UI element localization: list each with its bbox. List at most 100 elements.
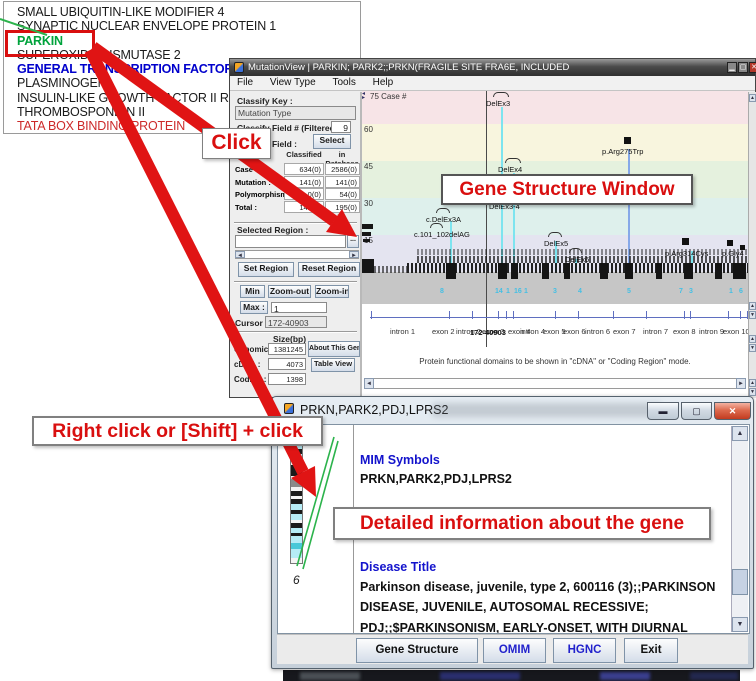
plot-cursor-line: [486, 91, 487, 347]
omim-button[interactable]: OMIM: [483, 638, 546, 663]
gene-list-item[interactable]: PARKIN: [17, 33, 63, 48]
scroll-left-icon[interactable]: ◄: [235, 251, 245, 259]
mutationview-window: MutationView | PARKIN; PARK2;;PRKN(FRAGI…: [229, 58, 756, 398]
detail-scrollbar[interactable]: ▲ ▼: [731, 426, 748, 632]
exit-button[interactable]: Exit: [624, 638, 678, 663]
ruler-label: intron 4: [520, 327, 546, 336]
menu-help[interactable]: Help: [372, 77, 394, 88]
min-button[interactable]: Min: [240, 285, 265, 298]
scroll-right-icon[interactable]: ►: [349, 251, 359, 259]
stats-row-label: Case :: [235, 165, 258, 174]
exon-box: [625, 263, 633, 279]
chromosome-ideogram[interactable]: [290, 438, 303, 564]
max-button[interactable]: Max :: [240, 301, 268, 314]
ruler-label: exon 5: [543, 327, 566, 336]
region-browse-button[interactable]: ...: [347, 235, 359, 248]
detail-button-bar: Gene Structure OMIM HGNC Exit: [277, 634, 748, 664]
exon-box: [684, 263, 693, 279]
gene-structure-button[interactable]: Gene Structure: [356, 638, 478, 663]
scroll-down-icon[interactable]: ▼: [749, 344, 756, 352]
ruler-label: exon 3: [482, 327, 505, 336]
mutation-label-cluster: [417, 256, 748, 263]
close-icon[interactable]: ✕: [749, 62, 756, 73]
scroll-left-icon[interactable]: ◄: [364, 378, 374, 389]
gene-structure-plot[interactable]: 75 Case # ◂▸ 60453015 DelEx3DelEx4p.Arg2…: [362, 91, 748, 398]
clipped-label-mark: [363, 239, 370, 242]
mutation-label: p.Arg314Cys: [665, 249, 709, 258]
deletion-bracket-icon: [548, 232, 562, 237]
table-view-button[interactable]: Table View: [311, 358, 355, 372]
ruler-tick: [498, 311, 499, 319]
reset-region-button[interactable]: Reset Region: [298, 262, 360, 277]
scroll-up-icon[interactable]: ▲: [749, 379, 756, 387]
mutationview-title-bar[interactable]: MutationView | PARKIN; PARK2;;PRKN(FRAGI…: [230, 59, 755, 76]
ruler-label: intron 6: [585, 327, 611, 336]
ruler-tick: [472, 311, 473, 319]
exon-count-label: 1: [524, 288, 528, 295]
gene-list-item[interactable]: SYNAPTIC NUCLEAR ENVELOPE PROTEIN 1: [17, 19, 277, 34]
ideogram-band: [291, 558, 302, 563]
minimize-icon[interactable]: ▁: [727, 62, 737, 73]
minimize-icon[interactable]: ▬: [647, 402, 679, 420]
exon-count-label: 5: [627, 288, 631, 295]
plot-horizontal-scrollbar[interactable]: ◄ ►: [364, 378, 746, 389]
scroll-up-icon[interactable]: ▲: [732, 426, 748, 441]
menu-file[interactable]: File: [237, 77, 254, 88]
selected-region-input[interactable]: [235, 235, 346, 248]
plot-band: [362, 91, 748, 124]
zoom-in-button[interactable]: Zoom-in: [315, 285, 349, 298]
about-this-gene-button[interactable]: About This Gene: [308, 341, 360, 357]
detail-window-title: PRKN,PARK2,PDJ,LPRS2: [300, 403, 449, 417]
exon-box: [511, 263, 518, 279]
set-region-button[interactable]: Set Region: [238, 262, 294, 277]
classify-key-field[interactable]: Mutation Type: [235, 106, 356, 120]
mutation-line: [628, 149, 630, 272]
table-row: Mutation : 141(0) 141(0): [234, 175, 360, 188]
cdna-label: cDNA :: [234, 360, 261, 369]
hgnc-button[interactable]: HGNC: [553, 638, 616, 663]
ruler-tick: [646, 311, 647, 319]
scroll-up-icon[interactable]: ▲: [749, 94, 756, 102]
gene-list-item[interactable]: SMALL UBIQUITIN-LIKE MODIFIER 4: [17, 5, 225, 19]
scroll-right-icon[interactable]: ►: [736, 378, 746, 389]
plot-vertical-scrollbar[interactable]: ▲ ▲ ▼ ▲ ▼ ▲ ▼: [748, 92, 756, 398]
region-scrollbar[interactable]: ◄ ►: [235, 250, 359, 259]
scroll-down-icon[interactable]: ▼: [749, 388, 756, 396]
scroll-up-icon[interactable]: ▲: [749, 302, 756, 310]
scroll-down-icon[interactable]: ▼: [749, 311, 756, 319]
mutation-label: c.101_102delAG: [414, 230, 470, 239]
cursor-position-text: 172-40903: [470, 328, 506, 337]
zoom-out-button[interactable]: Zoom-out: [268, 285, 311, 298]
taskbar-item: [690, 672, 738, 680]
select-button[interactable]: Select: [313, 134, 351, 149]
mutation-label: DelEx3: [486, 99, 511, 108]
stats-classified-cell: 141(0): [284, 175, 324, 188]
gene-structure-window-callout: Gene Structure Window: [441, 174, 693, 205]
cursor-value: 172-40903: [265, 316, 327, 328]
pane-split-icon[interactable]: ◂ ▸: [362, 91, 366, 101]
table-row: Polymorphism :0(0) 54(0): [234, 188, 360, 200]
parkin-highlight-box: [5, 30, 95, 57]
disease-line: PDJ;;$PARKINSONISM, EARLY-ONSET, WITH DI…: [360, 621, 688, 633]
maximize-icon[interactable]: ▢: [738, 62, 748, 73]
max-input[interactable]: 1: [271, 302, 327, 313]
close-icon[interactable]: ✕: [714, 402, 751, 420]
ideogram-band: [291, 479, 302, 487]
mutation-square-marker: [682, 238, 689, 245]
gene-list-item[interactable]: PLASMINOGEN: [17, 76, 107, 91]
divider: [234, 281, 357, 283]
java-app-icon: [284, 403, 294, 414]
mutation-label-cluster: [407, 263, 748, 273]
taskbar-item: [300, 672, 360, 680]
cdna-size: 4073: [268, 358, 306, 370]
scroll-up-icon[interactable]: ▲: [749, 335, 756, 343]
ideogram-band: [291, 549, 302, 558]
scrollbar-thumb[interactable]: [732, 569, 748, 595]
stats-indatabase-cell: 2586(0): [325, 163, 360, 175]
scroll-down-icon[interactable]: ▼: [732, 617, 748, 632]
menu-tools[interactable]: Tools: [332, 77, 356, 88]
disease-title-heading: Disease Title: [360, 560, 437, 574]
menu-view-type[interactable]: View Type: [269, 77, 316, 88]
maximize-icon[interactable]: ▢: [681, 402, 712, 420]
